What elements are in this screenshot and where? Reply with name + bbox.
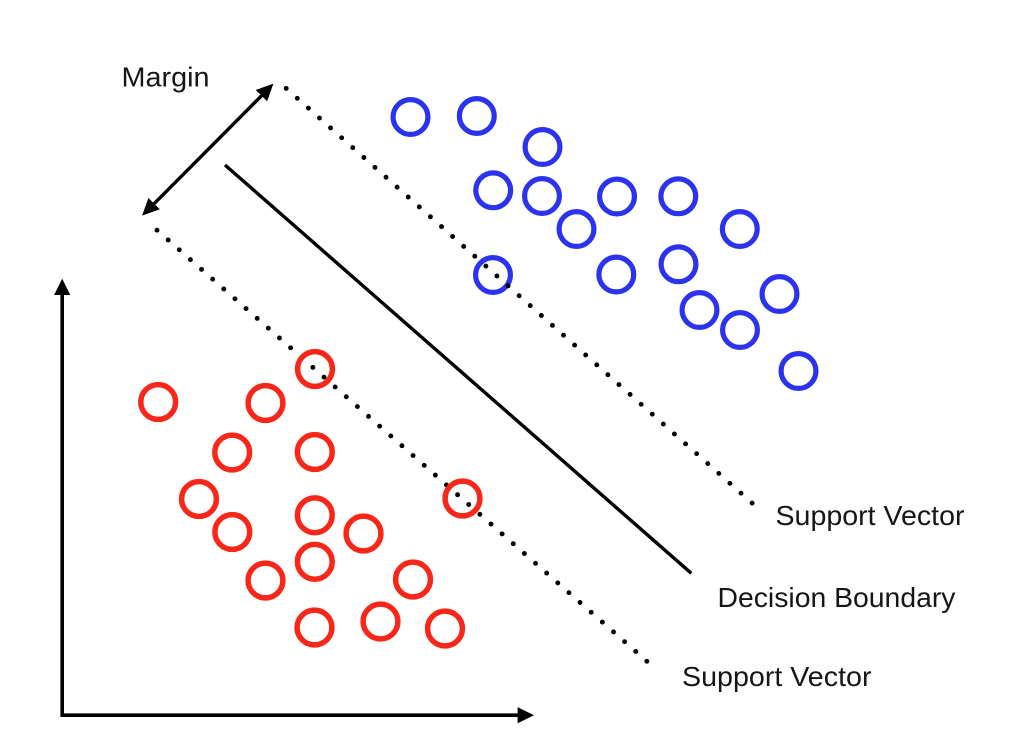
svg-text:Support Vector: Support Vector	[776, 500, 965, 531]
svg-text:Margin: Margin	[122, 61, 210, 92]
svg-text:Support Vector: Support Vector	[682, 661, 872, 692]
svg-text:Decision Boundary: Decision Boundary	[718, 582, 956, 613]
